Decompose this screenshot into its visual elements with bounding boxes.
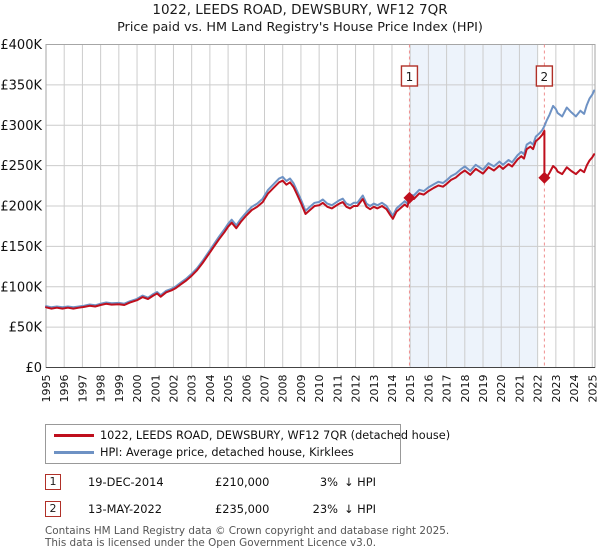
- y-tick-label: £300K: [0, 119, 42, 134]
- property-line-swatch: [54, 434, 94, 437]
- sale-1-date: 19-DEC-2014: [88, 475, 164, 489]
- sale-annotation-row-2: 2 13-MAY-2022 £235,000 23% ↓ HPI: [0, 501, 600, 519]
- x-tick-label: 1997: [76, 375, 89, 403]
- x-tick-label: 2009: [295, 375, 308, 403]
- sale-2-hpi-note: ↓ HPI: [344, 502, 376, 516]
- x-tick-label: 1995: [40, 375, 53, 403]
- x-tick-label: 2002: [167, 375, 180, 403]
- hpi-series-line: [45, 89, 596, 309]
- x-tick-label: 2011: [331, 375, 344, 403]
- y-tick-label: £400K: [0, 38, 42, 53]
- legend-label-hpi: HPI: Average price, detached house, Kirk…: [100, 446, 354, 459]
- x-tick-label: 2018: [459, 375, 472, 403]
- x-tick-label: 2013: [368, 375, 381, 403]
- x-tick-label: 2019: [477, 375, 490, 403]
- sale-2-number-box: 2: [45, 501, 61, 517]
- x-tick-label: 1998: [95, 375, 108, 403]
- y-tick-label: £50K: [9, 321, 43, 336]
- x-tick-label: 2025: [586, 375, 599, 403]
- footer-line-2: This data is licensed under the Open Gov…: [45, 536, 377, 549]
- x-tick-label: 2001: [149, 375, 162, 403]
- sale-1-price: £210,000: [215, 475, 270, 489]
- chart-title: 1022, LEEDS ROAD, DEWSBURY, WF12 7QR: [152, 2, 448, 18]
- legend-label-property: 1022, LEEDS ROAD, DEWSBURY, WF12 7QR (de…: [100, 429, 451, 442]
- x-tick-label: 2022: [532, 375, 545, 403]
- y-tick-label: £350K: [0, 78, 42, 93]
- x-tick-label: 2010: [313, 375, 326, 403]
- x-tick-label: 2012: [350, 375, 363, 403]
- sale-2-date: 13-MAY-2022: [88, 502, 163, 516]
- x-tick-label: 2016: [422, 375, 435, 403]
- x-tick-label: 2017: [441, 375, 454, 403]
- y-tick-label: £250K: [0, 159, 42, 174]
- x-tick-label: 1996: [58, 375, 71, 403]
- legend-item-property: 1022, LEEDS ROAD, DEWSBURY, WF12 7QR (de…: [46, 427, 450, 444]
- y-tick-label: £150K: [0, 240, 42, 255]
- sale-number-label: 1: [406, 70, 414, 84]
- sale-1-hpi-percent: 3%: [319, 475, 338, 489]
- chart-subtitle: Price paid vs. HM Land Registry's House …: [117, 20, 483, 35]
- property-price-line: [45, 129, 596, 310]
- x-tick-label: 2021: [513, 375, 526, 403]
- sale-number-box: [400, 65, 419, 87]
- x-tick-label: 2014: [386, 375, 399, 403]
- x-tick-label: 2003: [186, 375, 199, 403]
- x-tick-label: 2008: [277, 375, 290, 403]
- y-tick-label: £100K: [0, 280, 42, 295]
- hpi-line-swatch: [54, 451, 94, 454]
- sale-2-price: £235,000: [215, 502, 270, 516]
- x-tick-label: 2023: [550, 375, 563, 403]
- x-tick-label: 2005: [222, 375, 235, 403]
- sale-marker-diamond: [538, 171, 551, 184]
- sale-2-hpi-percent: 23%: [312, 502, 338, 516]
- x-tick-label: 2007: [259, 375, 272, 403]
- sale-1-hpi-note: ↓ HPI: [344, 475, 376, 489]
- x-tick-label: 2000: [131, 375, 144, 403]
- x-tick-label: 2020: [495, 375, 508, 403]
- x-tick-label: 2015: [404, 375, 417, 403]
- sale-1-number-box: 1: [45, 474, 61, 490]
- legend-box: 1022, LEEDS ROAD, DEWSBURY, WF12 7QR (de…: [45, 424, 450, 464]
- x-tick-label: 1999: [113, 375, 126, 403]
- sale-annotation-row-1: 1 19-DEC-2014 £210,000 3% ↓ HPI: [0, 474, 600, 492]
- legend-item-hpi: HPI: Average price, detached house, Kirk…: [46, 444, 400, 461]
- y-tick-label: £0: [25, 361, 42, 376]
- sale-marker-diamond: [403, 191, 416, 204]
- x-tick-label: 2004: [204, 375, 217, 403]
- y-tick-label: £200K: [0, 200, 42, 215]
- footer-line-1: Contains HM Land Registry data © Crown c…: [45, 525, 450, 537]
- x-tick-label: 2024: [568, 375, 581, 403]
- license-footer: Contains HM Land Registry data © Crown c…: [45, 525, 585, 549]
- x-tick-label: 2006: [240, 375, 253, 403]
- sale-number-box: [535, 65, 554, 87]
- sale-number-label: 2: [541, 70, 549, 84]
